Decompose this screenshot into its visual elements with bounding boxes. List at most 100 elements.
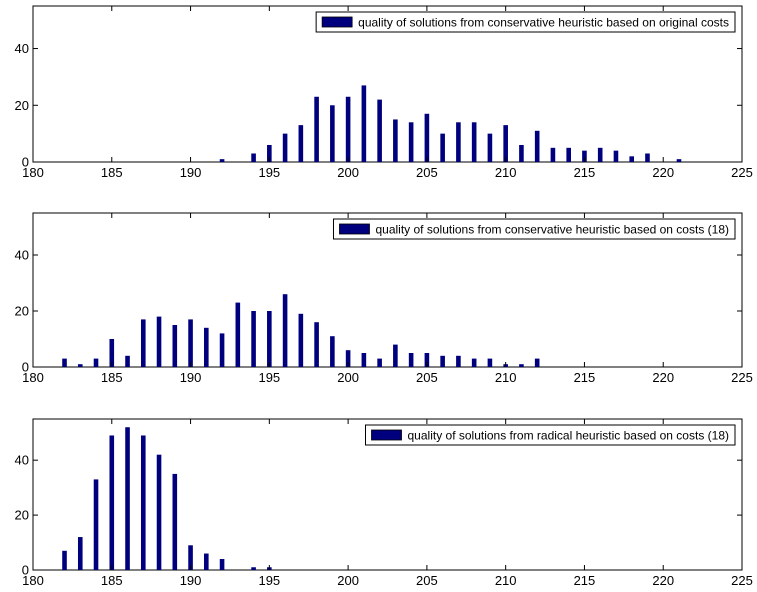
bar (282, 133, 288, 162)
y-tick-label: 0 (22, 360, 29, 375)
bar (251, 311, 256, 367)
x-tick-label: 190 (180, 370, 202, 385)
legend: quality of solutions from conservative h… (332, 218, 736, 240)
bar (456, 355, 461, 367)
bar (519, 364, 524, 367)
x-tick-label: 195 (258, 165, 280, 180)
bar (188, 319, 193, 367)
bar (345, 350, 351, 367)
bar (140, 435, 146, 570)
legend: quality of solutions from conservative h… (315, 11, 736, 33)
legend-box (332, 218, 736, 240)
bar (408, 353, 414, 367)
x-tick-label: 200 (337, 165, 359, 180)
bar (219, 333, 225, 367)
x-tick-label: 220 (652, 573, 674, 588)
legend-box (365, 424, 736, 446)
bar (62, 550, 67, 570)
bar (156, 316, 162, 367)
legend-label: quality of solutions from conservative h… (375, 223, 729, 237)
bar (267, 144, 272, 162)
y-tick-label: 40 (15, 248, 29, 263)
bar (172, 325, 178, 367)
bar (330, 105, 335, 162)
y-tick-label: 20 (15, 304, 29, 319)
bar (393, 344, 398, 367)
legend-swatch (321, 16, 353, 28)
bar (298, 313, 304, 367)
bar (77, 364, 83, 367)
bar (282, 294, 288, 367)
bar (219, 559, 225, 570)
bar (408, 122, 414, 162)
x-tick-label: 205 (416, 165, 438, 180)
subplot-3: 180 185 190 195 200 205 210 215 220 225 0 20 40 quali… (15, 418, 753, 588)
x-tick-label: 225 (731, 370, 753, 385)
bar (93, 358, 99, 367)
bar (519, 144, 524, 162)
x-tick-label: 195 (258, 573, 280, 588)
bar (503, 125, 508, 162)
bar (140, 319, 146, 367)
x-tick-label: 215 (574, 573, 596, 588)
bar (267, 311, 272, 367)
bar (471, 122, 477, 162)
x-tick-label: 190 (180, 573, 202, 588)
x-tick-label: 215 (574, 165, 596, 180)
bar (629, 156, 635, 162)
legend-swatch (371, 429, 402, 441)
y-tick-label: 20 (15, 508, 29, 523)
bar (456, 122, 461, 162)
bar (487, 358, 493, 367)
bar (550, 147, 556, 162)
subplot-2: 180 185 190 195 200 205 210 215 220 225 0 20 40 quali… (15, 212, 753, 385)
bar (219, 159, 225, 162)
bar (172, 473, 178, 570)
bar (77, 537, 83, 570)
bar (487, 133, 493, 162)
bar (566, 147, 571, 162)
bar (440, 355, 445, 367)
bar (156, 454, 162, 570)
bar (125, 427, 130, 570)
bar (345, 96, 351, 162)
bar (377, 99, 382, 162)
x-tick-label: 180 (22, 573, 44, 588)
bar (361, 85, 367, 162)
y-tick-label: 0 (22, 155, 29, 170)
bar (582, 150, 587, 162)
bar (109, 339, 115, 367)
bar (393, 119, 398, 162)
bar (613, 150, 619, 162)
x-tick-label: 190 (180, 165, 202, 180)
bar (314, 322, 319, 367)
bar (440, 133, 445, 162)
bar (361, 353, 367, 367)
legend-box (315, 11, 736, 33)
legend-label: quality of solutions from conservative h… (358, 16, 729, 30)
bar (298, 125, 304, 162)
y-tick-label: 20 (15, 98, 29, 113)
x-tick-label: 185 (101, 165, 123, 180)
bar (109, 435, 115, 570)
bar (534, 130, 540, 162)
x-tick-label: 185 (101, 370, 123, 385)
x-tick-label: 180 (22, 165, 44, 180)
bar (645, 153, 650, 162)
bar (251, 153, 256, 162)
legend: quality of solutions from radical heuris… (365, 424, 736, 446)
legend-label: quality of solutions from radical heuris… (408, 429, 730, 443)
bar (471, 358, 477, 367)
bar (93, 479, 99, 570)
x-tick-label: 220 (652, 370, 674, 385)
x-tick-label: 210 (495, 573, 517, 588)
y-tick-label: 40 (15, 41, 29, 56)
x-tick-label: 210 (495, 165, 517, 180)
x-tick-label: 205 (416, 370, 438, 385)
bar (251, 567, 256, 570)
x-tick-label: 210 (495, 370, 517, 385)
x-tick-label: 205 (416, 573, 438, 588)
bar (676, 159, 682, 162)
x-tick-label: 220 (652, 165, 674, 180)
